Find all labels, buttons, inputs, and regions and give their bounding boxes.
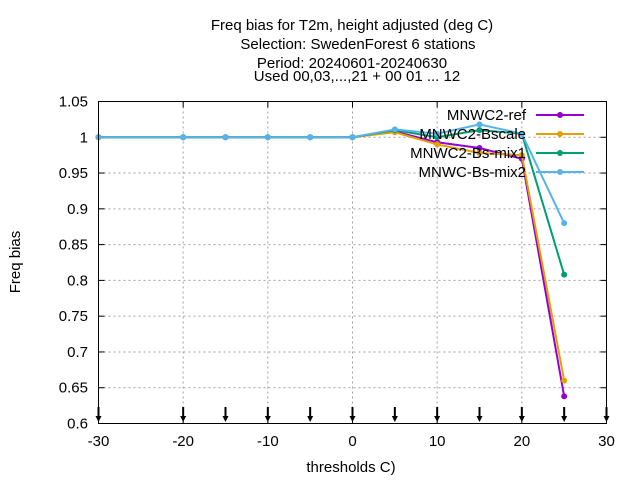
data-point [561, 393, 568, 400]
data-point [518, 130, 525, 137]
data-point [264, 134, 271, 141]
title-line-1: Freq bias for T2m, height adjusted (deg … [211, 17, 493, 34]
threshold-arrowhead [476, 416, 483, 422]
legend-marker [557, 150, 563, 156]
grid-lines [98, 101, 607, 424]
y-axis-label: Freq bias [7, 231, 24, 294]
y-tick-label: 0.85 [59, 237, 88, 254]
data-point [561, 377, 568, 384]
threshold-arrowhead [434, 416, 441, 422]
data-point [518, 152, 525, 159]
title-line-3: Period: 20240601-20240630 [257, 55, 447, 72]
title-line-4: Used 00,03,...,21 + 00 01 ... 12 [254, 68, 460, 85]
x-tick-label: 20 [513, 433, 530, 450]
x-axis-label: thresholds C) [306, 459, 395, 476]
threshold-arrowhead [222, 416, 229, 422]
legend-label: MNWC2-Bscale [419, 126, 526, 143]
x-tick-label: 0 [348, 433, 356, 450]
legend-label: MNWC2-ref [447, 107, 527, 124]
title-line-2: Selection: SwedenForest 6 stations [240, 36, 475, 53]
y-tick-label: 0.8 [67, 272, 88, 289]
threshold-arrowhead [264, 416, 271, 422]
series-lines [95, 121, 568, 400]
plot-frame [98, 101, 607, 424]
x-tick-label: -10 [257, 433, 279, 450]
legend-label: MNWC-Bs-mix2 [419, 164, 526, 181]
data-point [391, 126, 398, 133]
series-MNWC-Bs-mix2 [95, 121, 568, 227]
legend-marker [557, 169, 563, 175]
data-point [476, 121, 483, 128]
threshold-arrowhead [391, 416, 398, 422]
data-point [180, 134, 187, 141]
threshold-arrowhead [307, 416, 314, 422]
axis-ticks: -30 -20 -10 0 10 20 30 0.6 0.65 0.7 0.75 0.8 0.85 0.9… [59, 94, 615, 451]
y-tick-label: 1.05 [59, 94, 88, 111]
data-point [222, 134, 229, 141]
threshold-arrowhead [518, 416, 525, 422]
y-tick-label: 1 [80, 129, 88, 146]
threshold-arrowhead [561, 416, 568, 422]
data-point [476, 145, 483, 152]
x-tick-label: -30 [88, 433, 110, 450]
data-point [561, 271, 568, 278]
threshold-arrowhead [349, 416, 356, 422]
y-tick-label: 0.6 [67, 416, 88, 433]
legend-marker [557, 112, 563, 118]
data-point [349, 134, 356, 141]
legend-label: MNWC2-Bs-mix1 [410, 145, 526, 162]
data-point [307, 134, 314, 141]
y-tick-label: 0.65 [59, 380, 88, 397]
y-tick-label: 0.95 [59, 165, 88, 182]
data-point [476, 127, 483, 134]
x-tick-label: -20 [172, 433, 194, 450]
chart-title: Freq bias for T2m, height adjusted (deg … [211, 17, 493, 85]
y-tick-label: 0.75 [59, 308, 88, 325]
data-point [434, 130, 441, 137]
y-tick-label: 0.7 [67, 344, 88, 361]
legend-marker [557, 131, 563, 137]
data-point [476, 150, 483, 157]
x-tick-label: 10 [429, 433, 446, 450]
data-point [434, 141, 441, 148]
legend: MNWC2-ref MNWC2-Bscale MNWC2-Bs-mix1 MNWC-B… [410, 107, 584, 181]
x-tick-label: 30 [598, 433, 615, 450]
threshold-arrowhead [180, 416, 187, 422]
data-point [561, 220, 568, 227]
y-tick-label: 0.9 [67, 201, 88, 218]
threshold-markers [95, 407, 610, 422]
